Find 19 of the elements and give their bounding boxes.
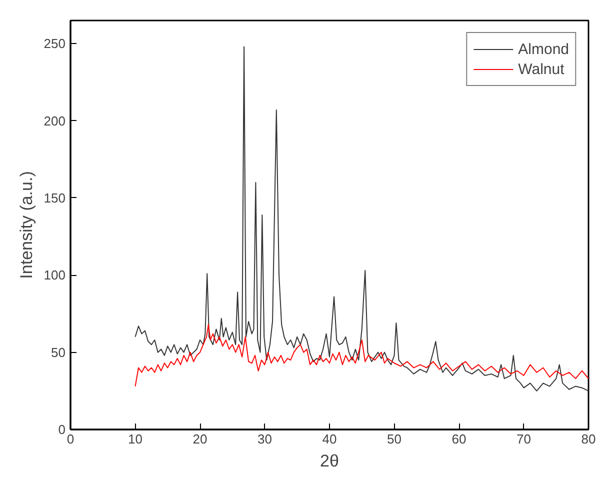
- x-tick-label: 70: [516, 432, 531, 446]
- y-axis-title: Intensity (a.u.): [16, 171, 36, 279]
- y-tick-label: 150: [44, 190, 66, 206]
- y-tick-label: 50: [51, 344, 66, 360]
- y-tick-label: 100: [44, 268, 66, 283]
- x-tick-label: 10: [128, 432, 142, 446]
- x-axis-title: 2θ: [320, 452, 339, 470]
- x-tick-label: 20: [192, 432, 208, 446]
- x-tick-label: 60: [452, 432, 466, 446]
- y-tick-label: 200: [44, 113, 66, 128]
- y-tick-label: 250: [44, 36, 66, 52]
- legend-label: Almond: [518, 40, 569, 58]
- legend-label: Walnut: [518, 60, 564, 78]
- x-tick-label: 40: [322, 432, 337, 446]
- line-series: [134, 324, 588, 387]
- x-tick-label: 50: [387, 432, 402, 446]
- y-tick-label: 0: [58, 422, 66, 437]
- x-tick-label: 80: [581, 432, 596, 446]
- x-tick-label: 30: [258, 432, 272, 446]
